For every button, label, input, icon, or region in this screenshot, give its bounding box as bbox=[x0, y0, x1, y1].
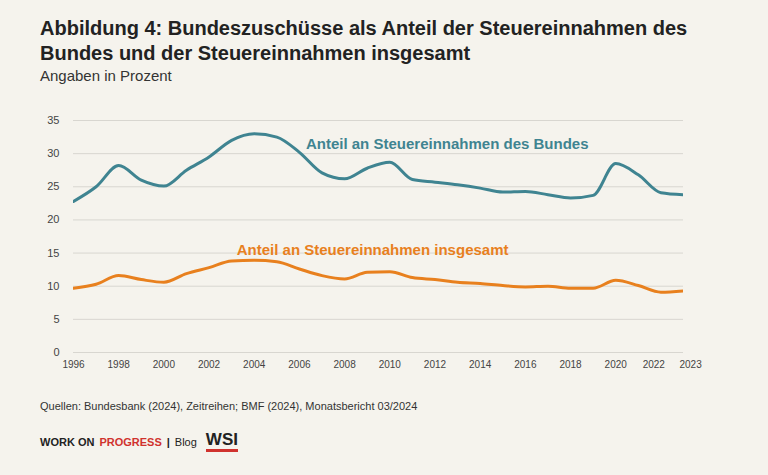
svg-text:2018: 2018 bbox=[559, 359, 582, 370]
html-text:Abbildung 4: Bundeszuschüsse a: Abbildung 4: Bundeszuschüsse als Anteil … bbox=[40, 17, 688, 64]
svg-text:15: 15 bbox=[47, 247, 59, 259]
svg-text:2002: 2002 bbox=[198, 359, 221, 370]
svg-text:2000: 2000 bbox=[153, 359, 176, 370]
svg-text:0: 0 bbox=[53, 346, 59, 358]
html-text:Angaben in Prozent: Angaben in Prozent bbox=[40, 67, 172, 84]
svg-text:2022: 2022 bbox=[643, 359, 666, 370]
html-text:WORK ON PROGRESS | Blog: WORK ON PROGRESS | Blog bbox=[40, 436, 197, 448]
svg-text:30: 30 bbox=[47, 147, 59, 159]
svg-text:Anteil an Steuereinnahmen des: Anteil an Steuereinnahmen des Bundes bbox=[306, 135, 589, 152]
svg-text:2004: 2004 bbox=[243, 359, 266, 370]
svg-text:1998: 1998 bbox=[108, 359, 131, 370]
svg-text:35: 35 bbox=[47, 114, 59, 126]
svg-text:2006: 2006 bbox=[288, 359, 311, 370]
svg-text:5: 5 bbox=[53, 313, 59, 325]
svg-text:2010: 2010 bbox=[379, 359, 402, 370]
svg-text:20: 20 bbox=[47, 213, 59, 225]
html-text:WSI: WSI bbox=[205, 430, 238, 449]
svg-text:2012: 2012 bbox=[424, 359, 447, 370]
svg-text:10: 10 bbox=[47, 280, 59, 292]
html-text:Quellen: Bundesbank (2024), Ze: Quellen: Bundesbank (2024), Zeitreihen; … bbox=[40, 400, 418, 412]
svg-text:2014: 2014 bbox=[469, 359, 492, 370]
svg-text:1996: 1996 bbox=[62, 359, 85, 370]
svg-text:2016: 2016 bbox=[514, 359, 537, 370]
svg-text:2020: 2020 bbox=[605, 359, 628, 370]
svg-text:25: 25 bbox=[47, 180, 59, 192]
svg-text:Anteil an Steuereinnahmen insg: Anteil an Steuereinnahmen insgesamt bbox=[237, 241, 509, 258]
svg-text:2023: 2023 bbox=[680, 359, 703, 370]
svg-text:2008: 2008 bbox=[333, 359, 356, 370]
